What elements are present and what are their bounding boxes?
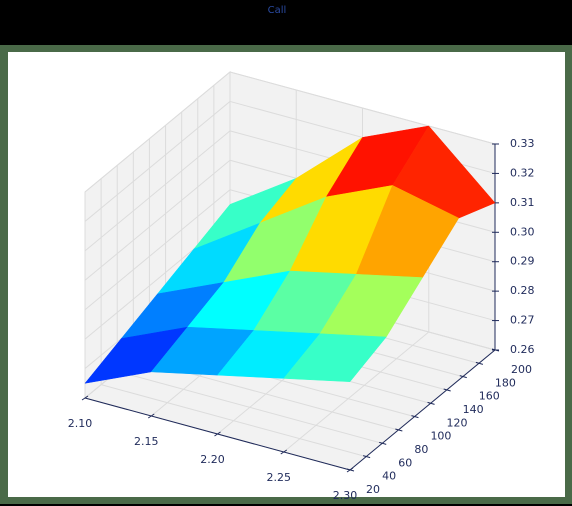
tick-mark (280, 449, 288, 455)
z-tick-label: 0.27 (510, 314, 535, 327)
tick-mark (81, 395, 89, 401)
tick-mark (475, 361, 484, 365)
x-tick-label: 2.20 (200, 453, 225, 466)
tick-mark (395, 428, 403, 432)
grid-line (283, 331, 430, 453)
chart-title: Call (268, 5, 287, 16)
tick-mark (379, 441, 387, 445)
axis-line (349, 349, 496, 471)
grid-line (84, 71, 231, 193)
y-tick-label: 160 (479, 390, 500, 403)
tick-mark (362, 455, 371, 459)
y-tick-label: 200 (511, 363, 532, 376)
y-tick-label: 20 (366, 483, 380, 496)
y-tick-label: 60 (398, 456, 412, 469)
grid-line (84, 101, 231, 222)
x-tick-label: 2.30 (333, 489, 358, 502)
grid-line (117, 370, 383, 444)
z-tick-label: 0.31 (510, 196, 535, 209)
tick-mark (147, 413, 155, 419)
tick-mark (411, 415, 419, 419)
z-tick-label: 0.28 (510, 284, 535, 297)
grid-line (84, 130, 231, 252)
x-tick-label: 2.15 (134, 435, 159, 448)
tick-mark (443, 388, 451, 392)
y-tick-label: 80 (414, 443, 428, 456)
y-tick-label: 100 (430, 430, 451, 443)
x-tick-label: 2.10 (68, 417, 93, 430)
tick-mark (459, 375, 467, 379)
surface-patch (283, 333, 387, 382)
grid-line (84, 159, 231, 281)
y-tick-label: 120 (447, 416, 468, 429)
x-tick-label: 2.25 (267, 471, 292, 484)
grid-line (100, 384, 367, 458)
z-tick-label: 0.30 (510, 225, 535, 238)
z-tick-label: 0.29 (510, 255, 535, 268)
z-tick-label: 0.33 (510, 137, 535, 150)
tick-mark (427, 401, 435, 405)
tick-mark (346, 468, 355, 472)
y-tick-label: 180 (495, 376, 516, 389)
tick-mark (214, 431, 221, 437)
y-tick-label: 140 (463, 403, 484, 416)
z-tick-label: 0.32 (510, 166, 535, 179)
z-tick-label: 0.26 (510, 343, 535, 356)
y-tick-label: 40 (382, 470, 396, 483)
grid-line (229, 71, 496, 145)
grid-line (84, 189, 231, 311)
